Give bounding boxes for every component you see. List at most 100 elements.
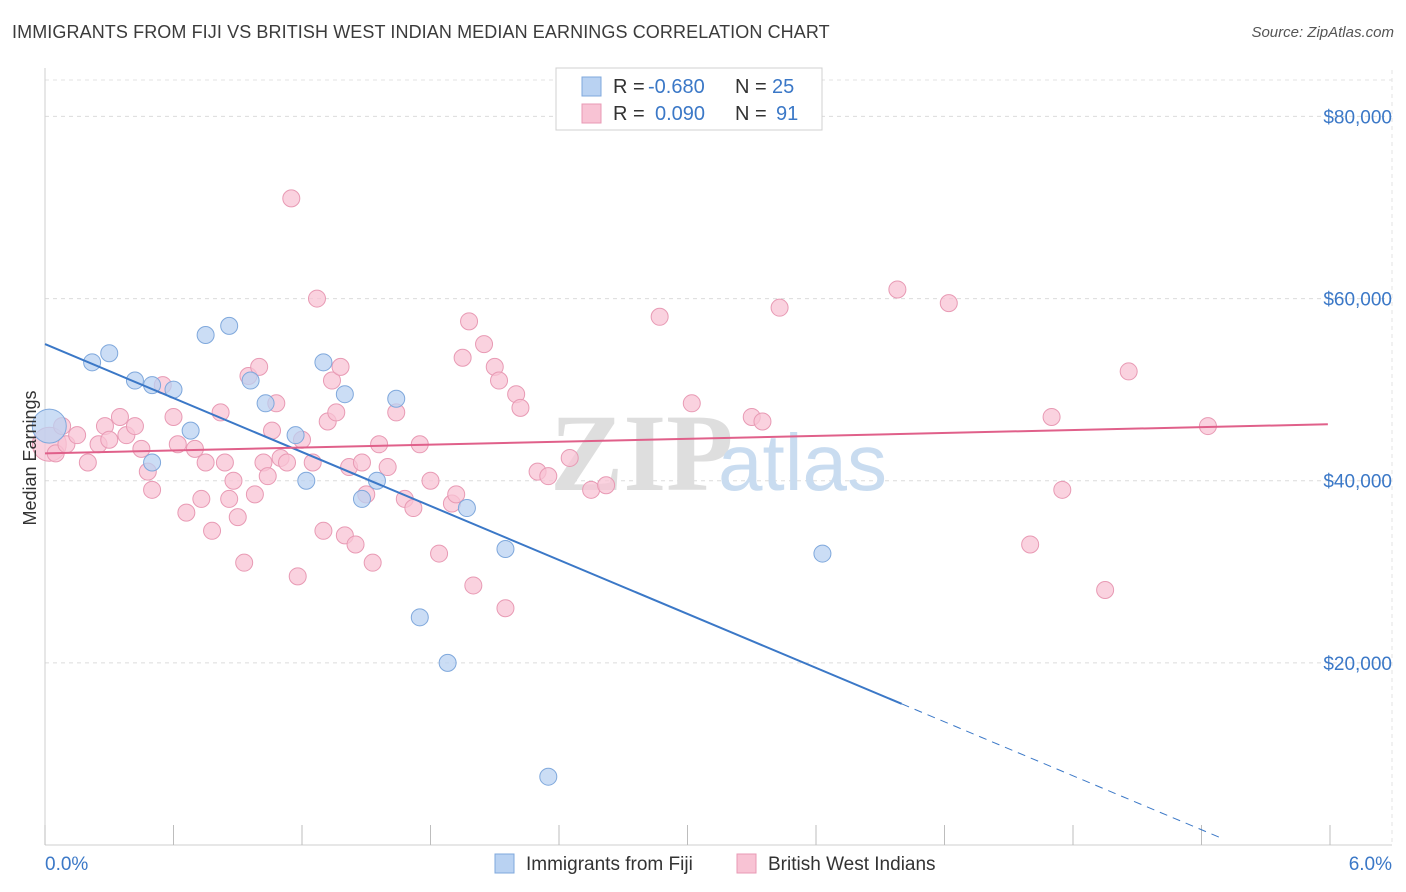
data-point [143,453,162,472]
data-point [464,576,483,595]
data-point [331,357,350,376]
y-tick-label: $80,000 [1323,107,1392,128]
legend-swatch-blue [581,76,602,97]
legend-r-label: R = [613,103,645,125]
data-point [125,417,144,436]
legend-n-value: 25 [772,76,794,98]
legend-r-value: 0.090 [655,103,705,125]
data-point [421,471,440,490]
x-tick-label: 0.0% [45,854,88,875]
x-tick-label: 6.0% [1349,854,1392,875]
data-point [335,385,354,404]
trend-line-fiji-extension [901,703,1224,840]
data-point [110,407,129,426]
data-point [539,767,558,786]
data-point [888,280,907,299]
data-point [438,653,457,672]
data-point [307,289,326,308]
data-point [100,430,119,449]
data-point [164,407,183,426]
data-point [1119,362,1138,381]
data-point [168,435,187,454]
data-point [352,489,371,508]
trend-line-bwi [44,423,1328,455]
data-point [560,448,579,467]
data-point [143,480,162,499]
data-point [770,298,789,317]
trend-line-fiji [44,343,903,705]
data-point [250,357,269,376]
data-point [185,439,204,458]
series-legend: Immigrants from Fiji British West Indian… [494,853,936,875]
data-point [1053,480,1072,499]
data-point [410,608,429,627]
legend-n-value: 91 [776,103,798,125]
data-point [387,389,406,408]
data-point [278,453,297,472]
legend-swatch-bwi [736,853,757,874]
data-point [258,467,277,486]
series-immigrants-from-fiji [31,316,832,786]
data-point [220,316,239,335]
data-point [460,312,479,331]
data-point [241,371,260,390]
legend-r-label: R = [613,76,645,98]
y-tick-label: $60,000 [1323,290,1392,311]
data-point [457,499,476,518]
data-point [939,294,958,313]
data-point [511,398,530,417]
y-tick-labels: $20,000 $40,000 $60,000 $80,000 [1323,107,1392,674]
legend-swatch-pink [581,103,602,124]
data-point [297,471,316,490]
data-point [346,535,365,554]
data-point [430,544,449,563]
data-point [181,421,200,440]
data-point [378,458,397,477]
data-point [100,344,119,363]
data-point [539,467,558,486]
data-point [1021,535,1040,554]
data-point [813,544,832,563]
chart-source: Source: ZipAtlas.com [1251,24,1394,41]
data-point [1042,407,1061,426]
legend-n-label: N = [735,76,767,98]
data-point [682,394,701,413]
data-point [322,371,341,390]
watermark-atlas: atlas [718,418,887,507]
data-point [228,508,247,527]
data-point [314,521,333,540]
y-tick-label: $40,000 [1323,472,1392,493]
watermark: ZIP atlas [550,392,887,514]
data-point [245,485,264,504]
data-point [256,394,275,413]
data-point [363,553,382,572]
data-point [327,403,346,422]
data-point [475,335,494,354]
legend-n-label: N = [735,103,767,125]
data-point [352,453,371,472]
watermark-zip: ZIP [550,392,733,514]
data-point [286,426,305,445]
data-point [235,553,254,572]
data-point [496,599,515,618]
data-point [196,326,215,344]
data-point [220,489,239,508]
data-point [447,485,466,504]
data-point [650,307,669,326]
data-point [78,453,97,472]
legend-label-fiji: Immigrants from Fiji [526,854,693,875]
data-point [282,189,301,208]
x-tick-labels: 0.0% 6.0% [45,854,1392,875]
data-point [68,426,87,445]
data-point [453,348,472,367]
data-point [370,435,389,454]
data-point [215,453,234,472]
data-point [177,503,196,522]
data-point [597,476,616,495]
y-tick-label: $20,000 [1323,654,1392,675]
data-point [1096,581,1115,599]
correlation-legend: R = -0.680 N = 25 R = 0.090 N = 91 [555,67,823,131]
data-point [753,412,772,431]
legend-swatch-fiji [494,853,515,874]
data-point [496,540,515,559]
